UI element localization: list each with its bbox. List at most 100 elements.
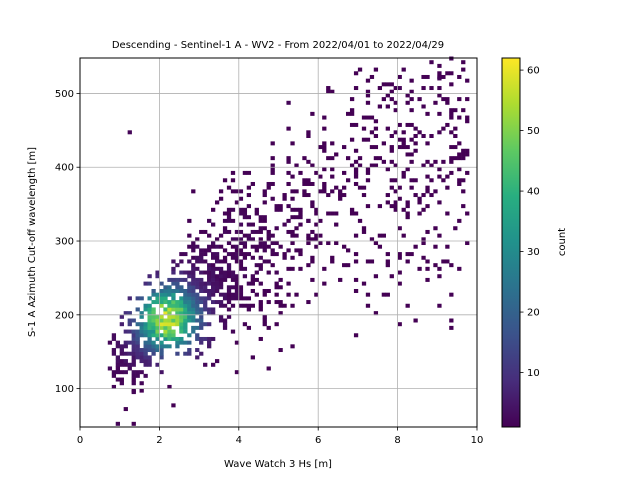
heatmap-cell [207,248,212,253]
heatmap-cell [326,156,331,161]
heatmap-cell [457,218,462,223]
x-tick-label: 4 [236,435,242,446]
heatmap-cell [119,322,124,327]
heatmap-cell [393,207,398,212]
heatmap-cell [322,148,327,153]
heatmap-cell [111,370,117,375]
heatmap-cell [353,159,359,164]
heatmap-cell [234,237,240,242]
heatmap-cell [353,148,359,153]
heatmap-cell [238,263,244,268]
heatmap-cell [159,303,164,308]
heatmap-cell [226,314,232,319]
heatmap-cell [238,285,244,290]
heatmap-cell [199,307,204,312]
heatmap-cell [365,167,371,172]
heatmap-cell [222,218,228,223]
heatmap-cell [298,211,303,216]
heatmap-cell [298,207,303,212]
heatmap-cell [389,178,394,183]
heatmap-cell [262,226,267,231]
heatmap-cell [322,141,327,146]
heatmap-cell [441,178,446,183]
heatmap-cell [127,311,132,316]
heatmap-cell [242,252,248,257]
heatmap-cell [437,71,442,76]
x-tick-label: 2 [156,435,162,446]
heatmap-cell [405,93,410,98]
heatmap-cell [278,204,283,209]
heatmap-cell [195,333,200,338]
heatmap-cell [214,288,220,293]
heatmap-cell [330,141,335,146]
heatmap-cell [242,211,248,216]
heatmap-cell [429,86,434,91]
heatmap-cell [401,170,406,175]
heatmap-cell [274,252,279,257]
heatmap-cell [298,215,303,220]
heatmap-cell [226,207,232,212]
heatmap-cell [147,329,152,334]
heatmap-cell [135,348,140,353]
heatmap-cell [171,403,176,408]
heatmap-cell [167,288,172,293]
heatmap-cell [461,148,466,153]
heatmap-cell [187,281,192,286]
heatmap-cell [349,211,355,216]
heatmap-cell [214,255,220,260]
heatmap-cell [294,189,299,194]
heatmap-cell [191,318,196,323]
heatmap-cell [322,185,327,190]
heatmap-cell [405,259,410,264]
heatmap-cell [425,229,430,234]
heatmap-cell [294,292,299,297]
heatmap-cell [377,156,383,161]
heatmap-cell [171,300,176,305]
heatmap-cell [214,359,220,364]
heatmap-cell [318,174,323,179]
heatmap-cell [429,163,434,168]
heatmap-cell [246,281,252,286]
heatmap-cell [449,156,454,161]
heatmap-cell [369,259,375,264]
heatmap-cell [131,355,136,360]
heatmap-cell [115,340,120,345]
heatmap-cell [365,78,371,83]
heatmap-cell [131,370,136,375]
heatmap-cell [159,325,164,330]
heatmap-cell [195,355,200,360]
heatmap-cell [155,362,160,367]
heatmap-cell [397,185,402,190]
heatmap-cell [119,377,124,382]
heatmap-cell [195,277,200,282]
heatmap-cell [278,244,283,249]
heatmap-cell [211,288,216,293]
heatmap-cell [183,311,188,316]
heatmap-cell [405,100,410,105]
heatmap-cell [234,285,240,290]
heatmap-cell [207,274,212,279]
heatmap-cell [298,222,303,227]
heatmap-cell [282,255,287,260]
heatmap-cell [167,277,172,282]
heatmap-cell [222,255,228,260]
heatmap-cell [274,281,279,286]
heatmap-cell [318,233,323,238]
heatmap-cell [365,100,371,105]
heatmap-cell [338,196,343,201]
heatmap-cell [286,126,291,131]
y-tick-label: 500 [55,89,74,100]
heatmap-cell [214,244,220,249]
heatmap-cell [131,336,136,341]
heatmap-cell [365,170,371,175]
heatmap-cell [385,259,390,264]
heatmap-cell [131,362,136,367]
heatmap-cell [457,181,462,186]
heatmap-cell [175,263,180,268]
heatmap-cell [183,351,188,356]
heatmap-cell [207,292,212,297]
heatmap-cell [421,255,426,260]
heatmap-cell [226,296,232,301]
heatmap-cell [330,189,335,194]
heatmap-cell [179,288,184,293]
